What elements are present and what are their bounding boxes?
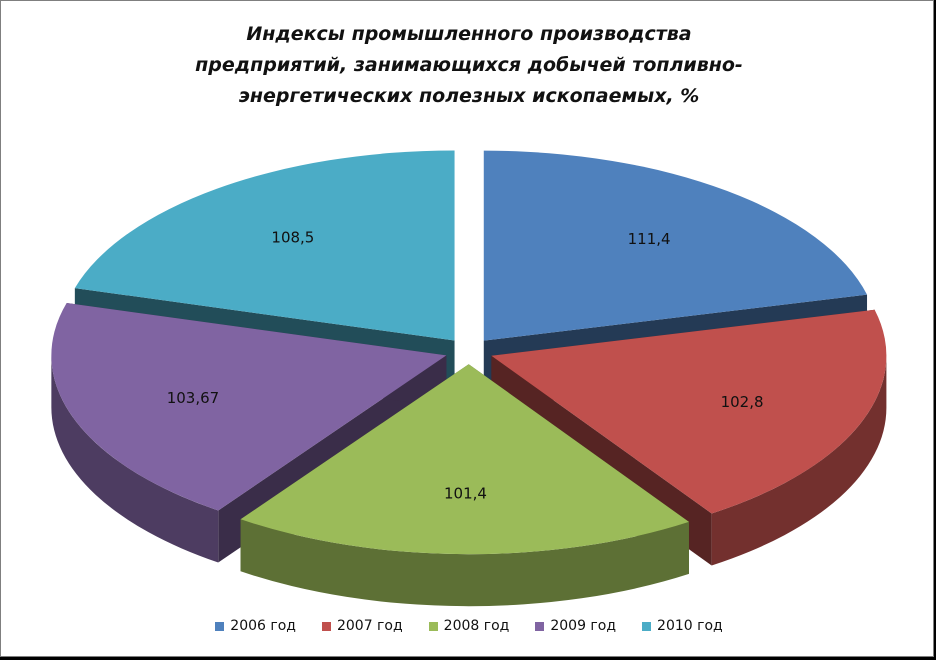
slice-label-2007-год: 102,8	[721, 393, 764, 411]
pie-slice-2009-год	[51, 303, 447, 511]
legend-label: 2006 год	[230, 618, 296, 634]
slice-label-2010-год: 108,5	[271, 228, 314, 246]
legend-item: 2010 год	[642, 618, 723, 634]
pie-slice-2010-год	[74, 150, 455, 341]
slice-label-2009-год: 103,67	[167, 389, 220, 407]
pie-slice-2008-год	[240, 364, 689, 555]
legend-label: 2007 год	[336, 618, 403, 634]
legend-item: 2008 год	[428, 618, 510, 634]
legend-item: 2009 год	[535, 618, 616, 634]
slice-label-2006-год: 111,4	[628, 230, 671, 248]
legend: 2006 год 2007 год 2008 год 2009 год 2010 год	[1, 618, 936, 634]
slice-edge-2009-год	[51, 355, 219, 563]
slice-edge-2008-год	[240, 519, 689, 607]
legend-label: 2010 год	[657, 618, 723, 634]
slice-edge-2007-год	[711, 355, 887, 566]
legend-item: 2006 год	[215, 618, 296, 634]
pie-top-layer	[51, 150, 887, 555]
pie-label-layer: 111,4 102,8 101,4 103,67 108,5	[167, 228, 764, 502]
pie-slice-2006-год	[483, 150, 868, 341]
slice-label-2008-год: 101,4	[444, 484, 487, 502]
legend-label: 2009 год	[550, 618, 617, 634]
legend-swatch	[535, 621, 545, 631]
legend-swatch	[321, 621, 331, 631]
pie-slice-2007-год	[491, 309, 887, 514]
legend-label: 2008 год	[443, 618, 510, 634]
legend-swatch	[642, 621, 652, 631]
legend-swatch	[428, 621, 438, 631]
chart-title: Индексы промышленного производства предп…	[195, 23, 743, 107]
legend-swatch	[215, 621, 225, 631]
legend-item: 2007 год	[321, 618, 403, 634]
